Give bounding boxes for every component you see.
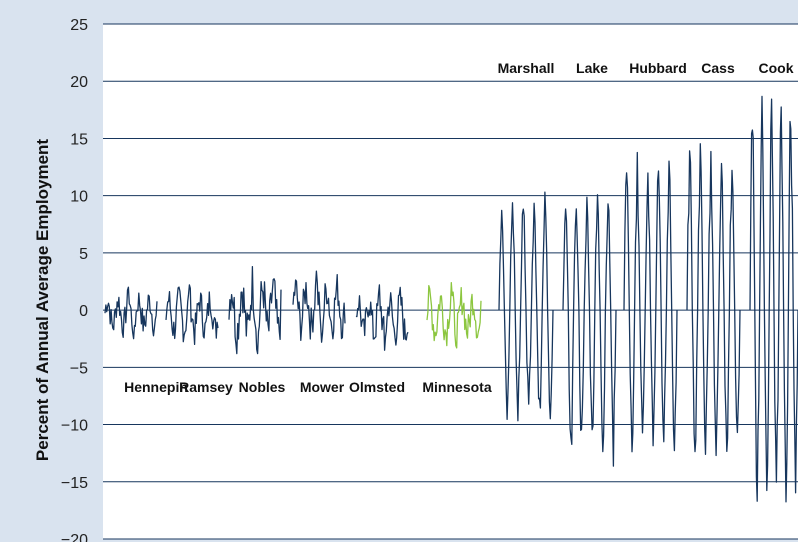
series-label-hennepin: Hennepin xyxy=(124,379,188,395)
y-tick-label: 5 xyxy=(79,246,88,263)
series-line-nobles xyxy=(228,265,282,355)
series-label-olmsted: Olmsted xyxy=(349,379,405,395)
series-label-hubbard: Hubbard xyxy=(629,60,687,76)
series-line-hubbard xyxy=(623,151,678,453)
y-tick-label: 10 xyxy=(70,189,88,206)
y-tick-label: 15 xyxy=(70,131,88,148)
series-line-olmsted xyxy=(355,284,409,351)
series-line-marshall xyxy=(498,191,554,422)
series-line-ramsey xyxy=(165,284,219,346)
y-tick-label: 25 xyxy=(70,17,88,34)
series-label-mower: Mower xyxy=(300,379,345,395)
y-tick-label: −15 xyxy=(61,475,88,492)
series-line-cass xyxy=(686,143,741,457)
y-tick-label: −10 xyxy=(61,418,88,435)
series-label-minnesota: Minnesota xyxy=(422,379,491,395)
y-tick-label: −20 xyxy=(61,532,88,542)
series-label-ramsey: Ramsey xyxy=(179,379,233,395)
y-axis-label: Percent of Annual Average Employment xyxy=(33,139,52,461)
series-line-cook xyxy=(749,95,798,503)
series-line-mower xyxy=(292,270,346,343)
series-line-minnesota xyxy=(426,281,482,349)
series-label-nobles: Nobles xyxy=(239,379,286,395)
y-tick-label: 0 xyxy=(79,303,88,320)
y-tick-label: −5 xyxy=(70,360,88,377)
series-line-lake xyxy=(562,194,617,467)
series-lines xyxy=(104,95,798,503)
series-label-cook: Cook xyxy=(759,60,794,76)
series-label-cass: Cass xyxy=(701,60,735,76)
series-label-marshall: Marshall xyxy=(498,60,555,76)
series-label-lake: Lake xyxy=(576,60,608,76)
series-line-hennepin xyxy=(104,286,158,340)
y-tick-labels: 25 20 15 10 5 0 −5 −10 −15 −20 xyxy=(61,17,88,542)
plot-area xyxy=(103,24,798,539)
y-tick-label: 20 xyxy=(70,74,88,91)
